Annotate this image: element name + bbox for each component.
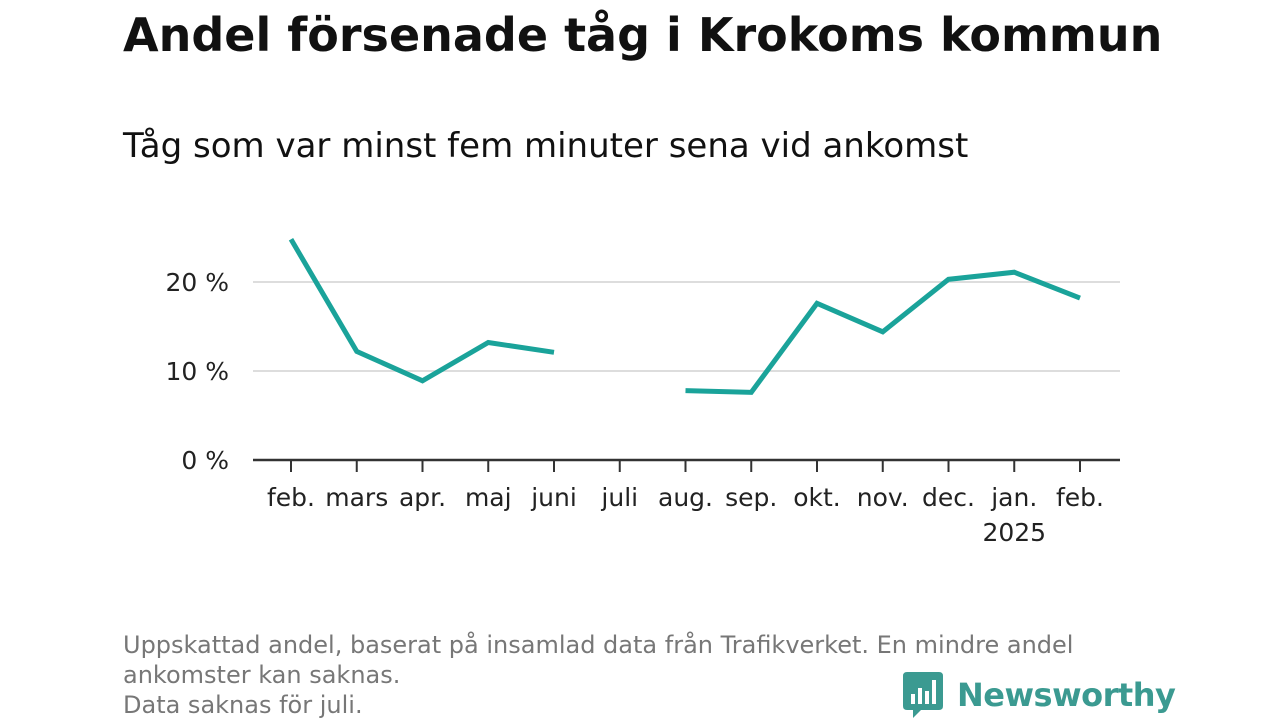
series-line-segment — [685, 269, 1081, 395]
x-tick-label: juni — [530, 483, 577, 512]
y-axis-labels: 0 % 10 % 20 % — [165, 268, 229, 475]
x-tick-label: mars — [325, 483, 388, 512]
x-tick-label: sep. — [725, 483, 777, 512]
y-tick-label: 20 % — [165, 268, 229, 297]
brand-name: Newsworthy — [957, 676, 1176, 714]
footnote-line-3: Data saknas för juli. — [123, 691, 363, 719]
chart-title: Andel försenade tåg i Krokoms kommun — [123, 8, 1163, 62]
x-tick-label: aug. — [658, 483, 713, 512]
x-tick-label: okt. — [793, 483, 841, 512]
x-tick-label: jan. — [990, 483, 1037, 512]
footnote-line-2: ankomster kan saknas. — [123, 661, 401, 689]
x-axis — [253, 458, 1120, 472]
x-axis-labels: feb. mars apr. maj juni juli aug. sep. okt. nov. d… — [267, 483, 1104, 547]
footnote: Uppskattad andel, baserat på insamlad da… — [123, 630, 1163, 720]
y-tick-label: 0 % — [181, 446, 229, 475]
bar-chart-speech-bubble-icon — [903, 672, 943, 718]
series-line-segment — [288, 238, 555, 384]
x-tick-label: feb. — [1056, 483, 1104, 512]
x-tick-label: maj — [465, 483, 512, 512]
gridlines — [253, 281, 1120, 372]
x-tick-label: dec. — [922, 483, 975, 512]
x-tick-label: apr. — [399, 483, 446, 512]
series-lines — [288, 238, 1081, 395]
x-tick-sublabel: 2025 — [982, 518, 1046, 547]
brand-logo: Newsworthy — [903, 672, 1176, 718]
footnote-line-1: Uppskattad andel, baserat på insamlad da… — [123, 631, 1074, 659]
x-tick-label: feb. — [267, 483, 315, 512]
chart-subtitle: Tåg som var minst fem minuter sena vid a… — [123, 126, 969, 166]
y-tick-label: 10 % — [165, 357, 229, 386]
x-tick-label: juli — [600, 483, 638, 512]
x-tick-label: nov. — [857, 483, 909, 512]
